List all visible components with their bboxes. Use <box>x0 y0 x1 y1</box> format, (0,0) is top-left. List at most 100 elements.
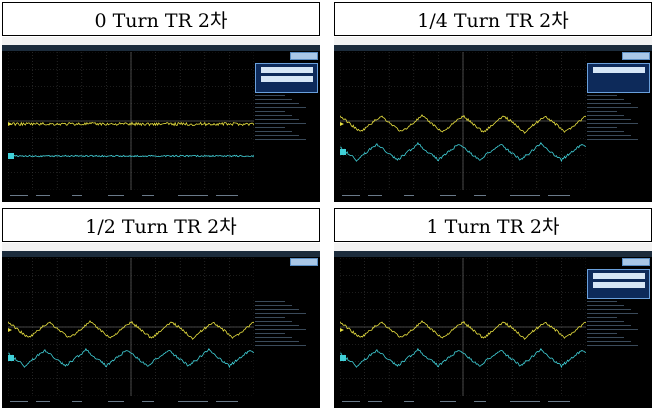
bottom-bar-segment <box>10 195 28 196</box>
ch2-marker <box>340 149 346 155</box>
ch1-marker <box>340 122 344 126</box>
side-menu-panel[interactable] <box>587 269 650 299</box>
side-menu-block <box>592 282 645 288</box>
bottom-bar-segment <box>510 195 540 196</box>
bottom-status-bar <box>2 192 320 202</box>
bottom-bar-segment <box>510 401 540 402</box>
readout-line <box>587 345 638 346</box>
bottom-bar-segment <box>342 401 360 402</box>
measurement-readout <box>255 95 317 153</box>
scope-screen <box>334 251 652 408</box>
readout-line <box>255 321 292 322</box>
bottom-status-bar <box>334 192 652 202</box>
readout-line <box>587 127 617 128</box>
status-bar <box>334 45 652 51</box>
graticule <box>8 258 254 396</box>
readout-line <box>255 131 292 132</box>
bottom-bar-segment <box>108 195 124 196</box>
readout-line <box>587 317 617 318</box>
buttons-button[interactable] <box>290 258 318 266</box>
readout-line <box>587 123 638 124</box>
ch1-trace <box>340 114 586 134</box>
ch2-marker <box>340 355 346 361</box>
readout-line <box>255 99 292 100</box>
readout-line <box>255 309 299 310</box>
ch2-marker <box>8 355 14 361</box>
side-menu-panel[interactable] <box>587 63 650 93</box>
panel-caption: 1 Turn TR 2차 <box>334 208 652 242</box>
readout-line <box>255 139 306 140</box>
scope-panel-0: 0 Turn TR 2차 <box>2 2 320 202</box>
scope-panel-3: 1 Turn TR 2차 <box>334 208 652 408</box>
bottom-bar-segment <box>368 401 382 402</box>
readout-line <box>587 139 638 140</box>
readout-line <box>255 345 306 346</box>
readout-line <box>587 321 624 322</box>
side-menu-block <box>260 67 313 73</box>
ch1-marker <box>8 122 12 126</box>
bottom-bar-segment <box>216 401 238 402</box>
side-menu-block <box>260 76 313 82</box>
readout-line <box>587 325 631 326</box>
panel-caption: 1/2 Turn TR 2차 <box>2 208 320 242</box>
readout-line <box>587 337 624 338</box>
ch1-marker <box>8 328 12 332</box>
graticule <box>340 258 586 396</box>
buttons-button[interactable] <box>290 52 318 60</box>
bottom-bar-segment <box>36 401 50 402</box>
readout-line <box>587 95 617 96</box>
bottom-status-bar <box>2 398 320 408</box>
status-bar <box>2 251 320 257</box>
bottom-bar-segment <box>368 195 382 196</box>
side-menu-block <box>592 67 645 73</box>
bottom-bar-segment <box>142 195 154 196</box>
buttons-button[interactable] <box>622 258 650 266</box>
bottom-bar-segment <box>178 401 208 402</box>
readout-line <box>587 115 624 116</box>
readout-line <box>255 135 299 136</box>
readout-line <box>587 107 638 108</box>
scope-screen <box>334 45 652 202</box>
scope-screen <box>2 251 320 408</box>
bottom-bar-segment <box>404 401 414 402</box>
readout-line <box>587 111 617 112</box>
readout-line <box>255 317 285 318</box>
measurement-readout <box>587 95 649 153</box>
readout-line <box>255 103 299 104</box>
scope-panel-1: 1/4 Turn TR 2차 <box>334 2 652 202</box>
ch1-trace <box>8 320 254 340</box>
readout-line <box>587 309 631 310</box>
readout-line <box>255 111 285 112</box>
panel-caption: 0 Turn TR 2차 <box>2 2 320 36</box>
panel-caption: 1/4 Turn TR 2차 <box>334 2 652 36</box>
ch1-trace <box>8 121 254 127</box>
bottom-bar-segment <box>10 401 28 402</box>
measurement-readout <box>255 301 317 359</box>
ch1-marker <box>340 328 344 332</box>
readout-line <box>255 313 306 314</box>
bottom-bar-segment <box>36 195 50 196</box>
bottom-bar-segment <box>548 401 570 402</box>
bottom-bar-segment <box>216 195 238 196</box>
ch1-trace <box>340 320 586 340</box>
readout-line <box>587 305 624 306</box>
bottom-bar-segment <box>474 401 486 402</box>
graticule <box>340 52 586 190</box>
readout-line <box>587 99 624 100</box>
readout-line <box>255 301 285 302</box>
ch2-trace <box>8 154 254 158</box>
readout-line <box>587 103 631 104</box>
bottom-bar-segment <box>178 195 208 196</box>
bottom-bar-segment <box>440 401 456 402</box>
side-menu-panel[interactable] <box>255 63 318 93</box>
readout-line <box>255 337 292 338</box>
bottom-bar-segment <box>404 195 414 196</box>
status-bar <box>2 45 320 51</box>
bottom-status-bar <box>334 398 652 408</box>
scope-panel-2: 1/2 Turn TR 2차 <box>2 208 320 408</box>
bottom-bar-segment <box>72 401 82 402</box>
readout-line <box>587 135 631 136</box>
buttons-button[interactable] <box>622 52 650 60</box>
readout-line <box>255 115 292 116</box>
ch2-trace <box>340 347 586 369</box>
